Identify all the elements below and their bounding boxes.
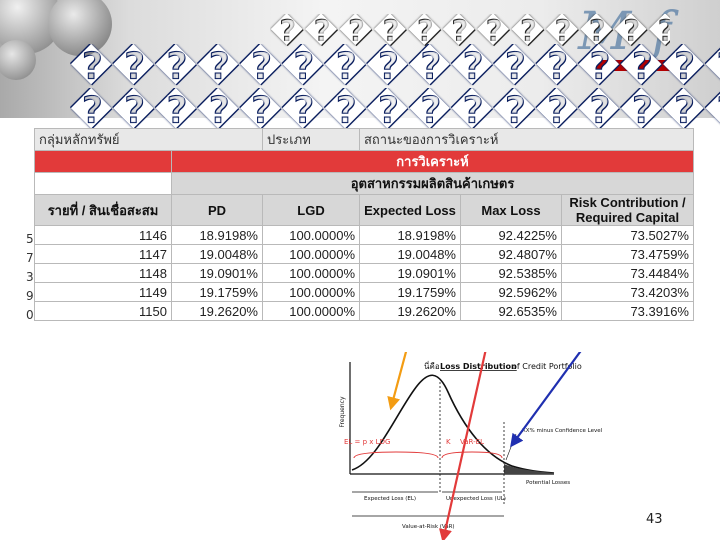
el-brace xyxy=(353,451,439,459)
red-arrow xyxy=(439,352,487,540)
row-index: 0 xyxy=(26,308,34,322)
analysis-blank xyxy=(34,150,172,173)
figure-title-rest: of Credit Portfolio xyxy=(512,362,582,371)
column-header: Expected Loss xyxy=(359,194,461,226)
table-cell: 100.0000% xyxy=(262,282,360,302)
slide-title-main: ��������������������� xyxy=(70,44,720,88)
x-axis-label: Potential Losses xyxy=(526,480,570,486)
table-header-cell: กลุ่มหลักทรัพย์ xyxy=(34,128,263,151)
column-header: LGD xyxy=(262,194,360,226)
coin-image xyxy=(48,0,112,56)
annotation-pointer xyxy=(505,433,517,461)
logo-mark: M f xyxy=(578,2,674,62)
analysis-title: การวิเคราะห์ xyxy=(171,150,694,173)
ul-bracket-label: Unexpected Loss (UL) xyxy=(446,496,506,502)
column-header-row: รายที่ / สินเชื่อสะสม PD LGD Expected Lo… xyxy=(34,194,694,226)
loss-distribution-figure: Frequency นี่คือ Loss Distribution of Cr… xyxy=(339,352,603,540)
table-cell: 73.4203% xyxy=(561,282,694,302)
table-header-row: กลุ่มหลักทรัพย์ ประเภท สถานะของการวิเครา… xyxy=(34,128,694,151)
table-cell: 1147 xyxy=(34,244,172,264)
table-row: 1149 19.1759% 100.0000% 19.1759% 92.5962% 73.… xyxy=(34,282,694,302)
table-cell: 18.9198% xyxy=(171,225,263,245)
table-row: 1147 19.0048% 100.0000% 19.0048% 92.4807% 73.… xyxy=(34,244,694,264)
logo: M f xyxy=(578,2,718,80)
figure-title-underlined: Loss Distribution xyxy=(440,362,517,371)
table-cell: 73.5027% xyxy=(561,225,694,245)
coin-image xyxy=(0,40,36,80)
row-index: 9 xyxy=(26,289,34,303)
loss-curve xyxy=(351,374,555,474)
table-cell: 19.2620% xyxy=(359,301,461,321)
table-cell: 73.3916% xyxy=(561,301,694,321)
table-cell: 92.4225% xyxy=(460,225,562,245)
var-bracket-label: Value-at-Risk (VaR) xyxy=(402,524,455,530)
row-index: 7 xyxy=(26,251,34,265)
table-row: 1150 19.2620% 100.0000% 19.2620% 92.6535% 73.… xyxy=(34,301,694,321)
column-header: Max Loss xyxy=(460,194,562,226)
table-cell: 19.2620% xyxy=(171,301,263,321)
table-cell: 19.0048% xyxy=(359,244,461,264)
table-row: 1148 19.0901% 100.0000% 19.0901% 92.5385% 73.… xyxy=(34,263,694,283)
industry-blank xyxy=(34,172,172,195)
ul-brace xyxy=(441,451,503,459)
header-band xyxy=(0,0,720,118)
column-header: รายที่ / สินเชื่อสะสม xyxy=(34,194,172,226)
analysis-row: การวิเคราะห์ xyxy=(34,150,694,173)
table-cell: 19.1759% xyxy=(359,282,461,302)
slide-title-top: �������������� xyxy=(270,14,670,49)
column-header: Risk Contribution / Required Capital xyxy=(561,194,694,226)
table-cell: 73.4484% xyxy=(561,263,694,283)
logo-tag xyxy=(590,60,680,71)
orange-arrow xyxy=(387,352,408,411)
figure-title-thai: นี่คือ xyxy=(424,360,440,371)
row-index: 3 xyxy=(26,270,34,284)
table-cell: 1149 xyxy=(34,282,172,302)
table-cell: 100.0000% xyxy=(262,263,360,283)
table-cell: 92.5962% xyxy=(460,282,562,302)
row-index: 5 xyxy=(26,232,34,246)
table-cell: 1146 xyxy=(34,225,172,245)
table-cell: 92.5385% xyxy=(460,263,562,283)
table-cell: 19.0901% xyxy=(359,263,461,283)
table-cell: 100.0000% xyxy=(262,225,360,245)
table-cell: 1148 xyxy=(34,263,172,283)
table-cell: 73.4759% xyxy=(561,244,694,264)
y-axis-label: Frequency xyxy=(339,396,346,427)
table-cell: 100.0000% xyxy=(262,301,360,321)
table-cell: 1150 xyxy=(34,301,172,321)
blue-arrow xyxy=(510,352,582,448)
k-label: K xyxy=(446,438,451,446)
table-cell: 100.0000% xyxy=(262,244,360,264)
confidence-annotation: XX% minus Confidence Level xyxy=(522,428,603,434)
table-cell: 92.4807% xyxy=(460,244,562,264)
table-cell: 19.0048% xyxy=(171,244,263,264)
var-el-label: VaR-EL xyxy=(460,438,484,446)
industry-title: อุตสาหกรรมผลิตสินค้าเกษตร xyxy=(171,172,694,195)
column-header: PD xyxy=(171,194,263,226)
table-row: 1146 18.9198% 100.0000% 18.9198% 92.4225% 73.… xyxy=(34,225,694,245)
industry-row: อุตสาหกรรมผลิตสินค้าเกษตร xyxy=(34,172,694,195)
table-header-cell: ประเภท xyxy=(262,128,360,151)
table-header-cell: สถานะของการวิเคราะห์ xyxy=(359,128,694,151)
el-bracket-label: Expected Loss (EL) xyxy=(364,496,416,502)
risk-table: กลุ่มหลักทรัพย์ ประเภท สถานะของการวิเครา… xyxy=(34,128,694,321)
slide-number: 43 xyxy=(646,512,663,527)
table-cell: 19.0901% xyxy=(171,263,263,283)
slide-title-sub: ������������������ xyxy=(70,88,720,132)
table-cell: 92.6535% xyxy=(460,301,562,321)
el-formula-label: EL = p x LDG xyxy=(344,438,390,446)
tail-area xyxy=(504,464,554,474)
table-cell: 18.9198% xyxy=(359,225,461,245)
table-cell: 19.1759% xyxy=(171,282,263,302)
